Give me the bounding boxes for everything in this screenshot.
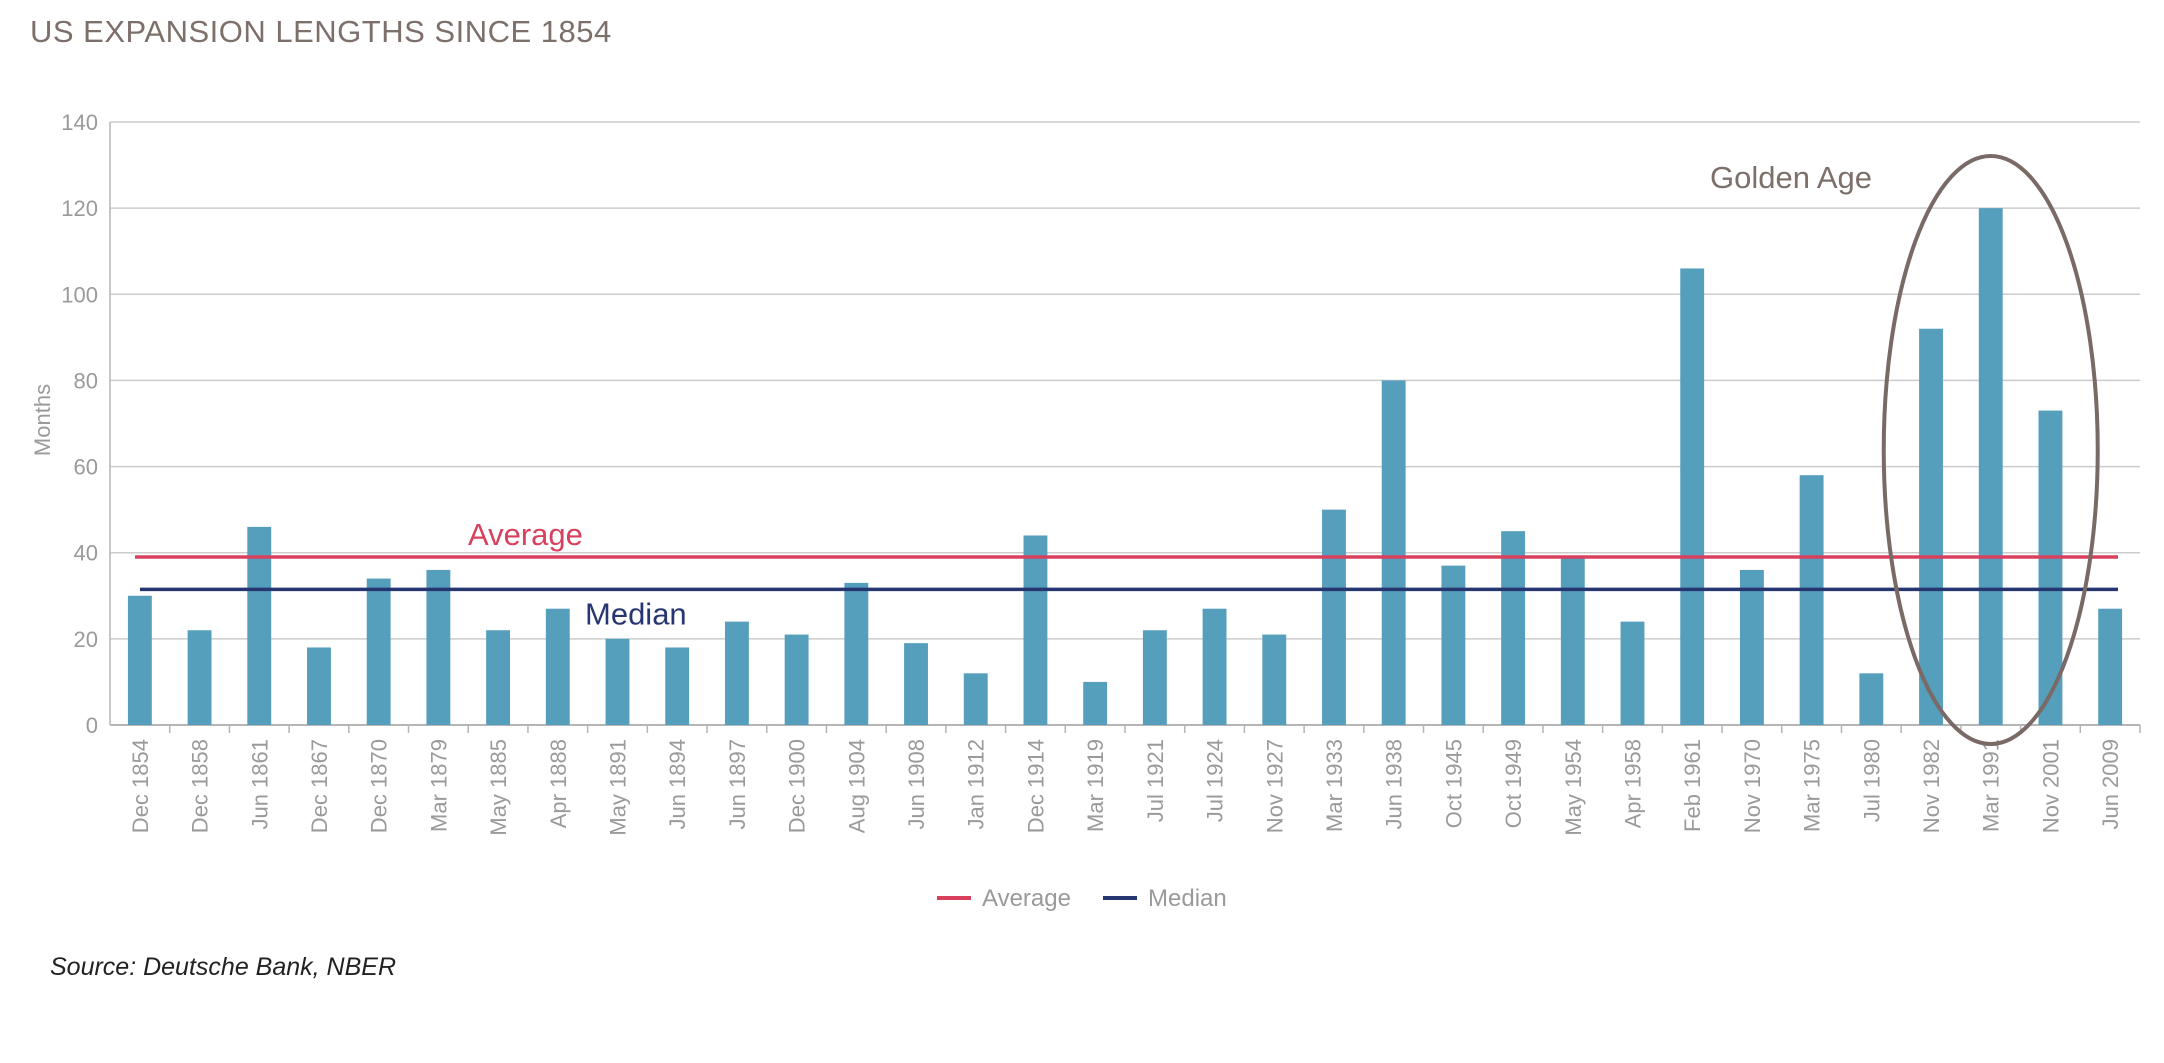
x-tick-label: Mar 1975 <box>1800 739 1825 832</box>
bar <box>1680 268 1705 725</box>
x-tick-label: Jul 1921 <box>1143 739 1168 822</box>
bar <box>904 643 928 725</box>
bar <box>1441 565 1466 725</box>
annotations: Average Median Golden Age <box>468 154 2100 746</box>
chart-title: US EXPANSION LENGTHS SINCE 1854 <box>30 14 612 49</box>
bar <box>1262 634 1287 725</box>
bar <box>665 647 690 725</box>
source-note: Source: Deutsche Bank, NBER <box>50 953 396 981</box>
bar <box>605 638 630 725</box>
x-tick-label: Feb 1961 <box>1680 739 1705 832</box>
x-tick-label: Jun 1908 <box>904 739 929 830</box>
legend-average-label: Average <box>982 885 1071 912</box>
x-tick-label: May 1891 <box>606 739 631 836</box>
median-annotation: Median <box>585 596 687 631</box>
x-tick-label: Jun 2009 <box>2098 739 2123 830</box>
x-tick-label: Jun 1897 <box>725 739 750 830</box>
y-axis-ticks: 0 20 40 60 80 100 120 140 <box>61 110 98 738</box>
y-tick-label: 20 <box>74 627 98 652</box>
golden-age-annotation: Golden Age <box>1710 160 1872 195</box>
bar <box>1023 535 1048 725</box>
y-tick-label: 80 <box>74 368 98 393</box>
x-tick-label: Dec 1858 <box>188 739 213 833</box>
bar <box>1799 475 1824 725</box>
x-tick-label: Mar 1879 <box>426 739 451 832</box>
x-tick-label: Oct 1949 <box>1501 739 1526 828</box>
x-tick-label: Dec 1870 <box>367 739 392 833</box>
bar <box>963 673 988 725</box>
y-tick-label: 140 <box>61 110 98 135</box>
bar <box>1142 630 1167 725</box>
y-tick-label: 100 <box>61 282 98 307</box>
reference-lines <box>135 555 2118 592</box>
golden-age-ellipse <box>1881 154 2100 746</box>
bar <box>486 630 511 725</box>
bar <box>307 647 331 725</box>
x-tick-label: Apr 1958 <box>1621 739 1646 828</box>
bar <box>1381 380 1406 725</box>
x-tick-label: Dec 1854 <box>128 739 153 833</box>
bar <box>1859 673 1884 725</box>
legend-median-label: Median <box>1148 885 1227 912</box>
bar <box>724 621 749 725</box>
x-tick-label: Dec 1867 <box>307 739 332 833</box>
bar <box>1202 608 1227 725</box>
x-tick-label: Mar 1991 <box>1979 739 2004 832</box>
bar <box>127 595 152 725</box>
x-tick-label: Jun 1938 <box>1382 739 1407 830</box>
bar <box>784 634 809 725</box>
bar <box>1083 681 1108 725</box>
x-tick-label: Aug 1904 <box>844 739 869 833</box>
bar <box>426 569 451 725</box>
x-tick-label: Oct 1945 <box>1441 739 1466 828</box>
x-tick-label: Dec 1900 <box>785 739 810 833</box>
x-tick-label: Nov 2001 <box>2038 739 2063 833</box>
x-tick-label: Mar 1919 <box>1083 739 1108 832</box>
bar <box>545 608 570 725</box>
x-tick-label: May 1954 <box>1561 739 1586 836</box>
x-tick-label: Jun 1894 <box>665 739 690 830</box>
bar <box>2098 608 2123 725</box>
bar <box>1978 208 2003 726</box>
x-tick-label: Apr 1888 <box>546 739 571 828</box>
x-tick-label: Jul 1924 <box>1203 739 1228 822</box>
x-tick-label: May 1885 <box>486 739 511 836</box>
y-axis-label: Months <box>30 384 55 456</box>
x-axis-ticks: Dec 1854 Dec 1858 Jun 1861 Dec 1867 Dec 1870… <box>128 725 2141 836</box>
x-tick-label: Nov 1927 <box>1262 739 1287 833</box>
bar <box>1560 557 1585 725</box>
x-tick-label: Dec 1914 <box>1023 739 1048 833</box>
y-tick-label: 0 <box>86 713 98 738</box>
bar <box>366 578 391 725</box>
legend: Average Median <box>937 885 1227 912</box>
bar <box>187 630 212 725</box>
y-tick-label: 120 <box>61 196 98 221</box>
x-tick-label: Nov 1982 <box>1919 739 1944 833</box>
bar <box>1739 569 1764 725</box>
x-tick-label: Mar 1933 <box>1322 739 1347 832</box>
gridlines <box>109 121 2140 726</box>
bars <box>127 208 2123 726</box>
bar <box>844 582 869 725</box>
bar <box>1919 328 1943 725</box>
x-tick-label: Jun 1861 <box>247 739 272 830</box>
bar <box>247 526 272 725</box>
bar <box>1501 531 1526 725</box>
x-tick-label: Jan 1912 <box>964 739 989 830</box>
x-tick-label: Jul 1980 <box>1859 739 1884 822</box>
y-tick-label: 40 <box>74 541 98 566</box>
bar <box>2038 410 2063 725</box>
bar <box>1322 509 1346 725</box>
bar <box>1620 621 1645 725</box>
x-tick-label: Nov 1970 <box>1740 739 1765 833</box>
average-annotation: Average <box>468 517 583 552</box>
y-tick-label: 60 <box>74 455 98 480</box>
